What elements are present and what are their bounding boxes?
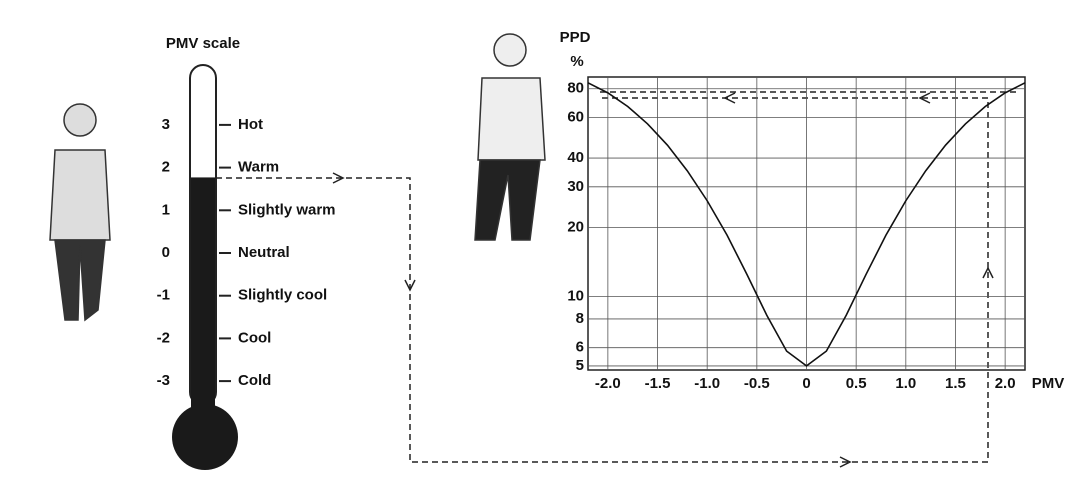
person-center — [475, 34, 545, 240]
y-tick-label: 5 — [576, 357, 584, 374]
scale-value: 2 — [162, 159, 170, 176]
x-tick-label: 1.0 — [895, 375, 916, 392]
scale-value: 0 — [162, 244, 170, 261]
y-tick-label: 30 — [567, 178, 584, 195]
x-tick-label: -1.0 — [694, 375, 720, 392]
scale-label: Slightly warm — [238, 201, 336, 218]
scale-value: -1 — [157, 287, 170, 304]
x-tick-label: 0.5 — [846, 375, 867, 392]
person-left — [50, 104, 110, 320]
scale-label: Neutral — [238, 244, 290, 261]
scale-label: Slightly cool — [238, 287, 327, 304]
scale-value: -3 — [157, 372, 170, 389]
y-tick-label: 40 — [567, 149, 584, 166]
x-tick-label: -0.5 — [744, 375, 770, 392]
scale-value: 1 — [162, 201, 170, 218]
y-tick-label: 6 — [576, 339, 584, 356]
page: {"pmv_scale": {"title": "PMV scale", "le… — [0, 0, 1068, 487]
scale-value: -2 — [157, 329, 170, 346]
y-tick-label: 80 — [567, 80, 584, 97]
flow-arrows — [216, 92, 1018, 467]
y-tick-label: 20 — [567, 218, 584, 235]
y-tick-label: 10 — [567, 288, 584, 305]
x-axis-label: PMV — [1032, 375, 1065, 392]
scale-label: Cool — [238, 329, 271, 346]
scale-label: Hot — [238, 116, 263, 133]
scale-value: 3 — [162, 116, 170, 133]
figure: PMV scale PPD % PMV 3 Hot 2 Warm 1 Slightly w… — [0, 0, 1068, 487]
scale-label: Warm — [238, 159, 279, 176]
x-tick-label: 2.0 — [995, 375, 1016, 392]
x-tick-label: 0 — [802, 375, 810, 392]
y-tick-label: 8 — [576, 310, 584, 327]
y-axis-label: PPD — [560, 29, 591, 46]
y-tick-label: 60 — [567, 108, 584, 125]
x-tick-label: -1.5 — [645, 375, 671, 392]
scale-label: Cold — [238, 372, 271, 389]
x-tick-label: 1.5 — [945, 375, 966, 392]
pmv-title: PMV scale — [166, 35, 240, 52]
x-tick-label: -2.0 — [595, 375, 621, 392]
thermometer-fill — [191, 177, 215, 420]
y-axis-unit: % — [570, 53, 583, 70]
